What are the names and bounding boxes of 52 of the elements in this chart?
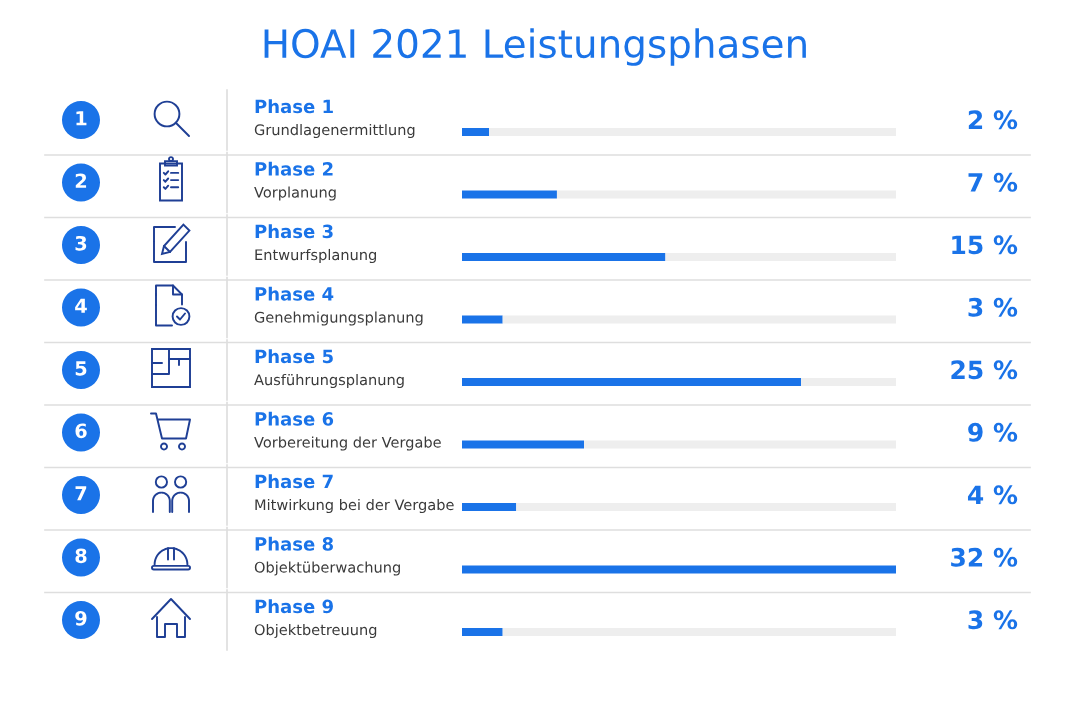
bar <box>462 253 666 261</box>
text: Objektüberwachung <box>254 561 400 576</box>
data-label: 25 % <box>951 360 1018 380</box>
text: 9 <box>75 610 87 626</box>
text: 5 <box>75 361 87 376</box>
y-tick-label: Phase 4 <box>255 286 334 301</box>
y-tick-label: Phase 8 <box>255 536 333 551</box>
y-tick-label: Phase 1 <box>255 99 333 114</box>
bar <box>584 440 896 449</box>
text: Entwurfsplanung <box>255 248 376 264</box>
data-label: 32 % <box>951 547 1018 567</box>
text: 2 <box>75 173 87 188</box>
bar <box>462 378 802 386</box>
bar <box>801 378 896 386</box>
data-label: 15 % <box>952 235 1018 255</box>
bar <box>516 503 896 511</box>
text: Grundlagenermittlung <box>254 123 415 139</box>
y-tick-label: Phase 3 <box>255 224 333 239</box>
text: Objektbetreuung <box>254 623 377 639</box>
text: 7 <box>75 486 87 501</box>
bar <box>462 440 585 449</box>
bar <box>462 565 896 574</box>
data-label: 3 % <box>968 297 1018 317</box>
bar <box>462 628 503 636</box>
y-tick-label: Phase 5 <box>255 349 333 364</box>
bar <box>489 128 896 136</box>
text: 6 <box>75 423 87 439</box>
data-label: 4 % <box>967 485 1018 505</box>
bar <box>502 315 896 324</box>
chart-title: HOAI 2021 Leistungsphasen <box>264 28 806 66</box>
data-label: 9 % <box>968 422 1018 442</box>
bar <box>502 628 896 636</box>
y-tick-label: Phase 9 <box>255 599 333 614</box>
text: Ausführungsplanung <box>254 373 404 389</box>
text: Genehmigungsplanung <box>254 311 423 326</box>
y-tick-label: Phase 7 <box>255 474 333 489</box>
text: Vorplanung <box>254 186 336 201</box>
y-tick-label: Phase 6 <box>255 411 334 426</box>
text: 8 <box>75 548 87 564</box>
data-label: 2 % <box>968 110 1018 130</box>
text: 3 <box>75 235 87 251</box>
text: Vorbereitung der Vergabe <box>254 436 441 451</box>
text: Mitwirkung bei der Vergabe <box>255 498 454 514</box>
data-label: 3 % <box>968 610 1018 630</box>
bar <box>462 315 503 324</box>
y-tick-label: Phase 2 <box>255 161 333 176</box>
text: 1 <box>76 111 87 126</box>
text: 4 <box>75 298 87 313</box>
data-label: 7 % <box>968 172 1018 192</box>
bar <box>462 503 517 511</box>
bar <box>462 128 490 136</box>
bar <box>665 253 896 261</box>
